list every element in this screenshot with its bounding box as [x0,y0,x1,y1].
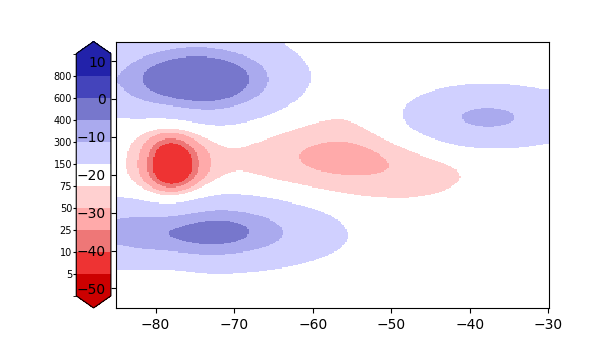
PathPatch shape [76,42,111,54]
PathPatch shape [76,296,111,308]
